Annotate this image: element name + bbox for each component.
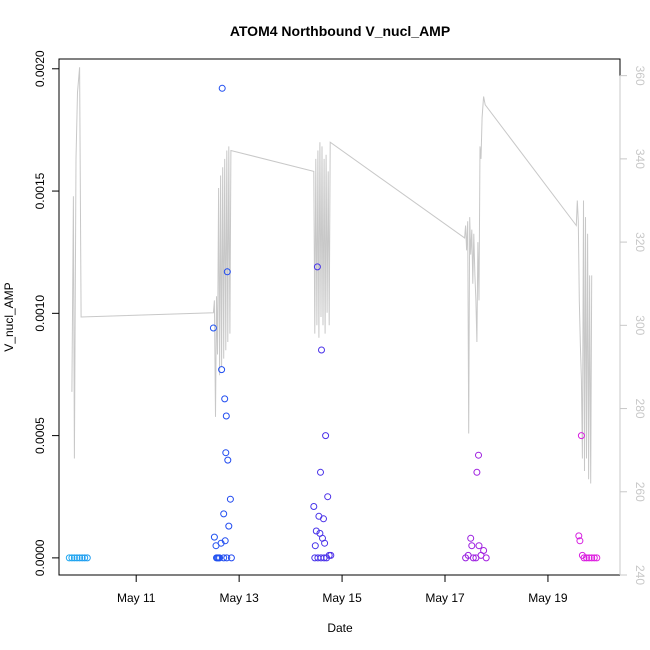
x-tick-label: May 13 bbox=[219, 591, 259, 605]
data-point bbox=[221, 537, 229, 545]
data-point bbox=[313, 263, 321, 271]
data-point bbox=[68, 554, 76, 562]
x-tick-label: May 19 bbox=[528, 591, 568, 605]
data-point bbox=[65, 554, 73, 562]
data-point bbox=[590, 554, 598, 562]
y2-axis: 240 260 280 300 320 340 360 bbox=[619, 66, 647, 585]
data-point bbox=[317, 468, 324, 476]
y2-tick-label: 340 bbox=[633, 149, 647, 169]
data-point bbox=[218, 84, 226, 92]
data-point bbox=[320, 515, 327, 523]
data-point bbox=[209, 324, 217, 332]
y-tick-label: 0.0000 bbox=[33, 539, 47, 576]
data-point bbox=[323, 554, 331, 562]
y-tick-label: 0.0015 bbox=[33, 172, 47, 209]
data-point bbox=[469, 554, 477, 562]
data-point bbox=[227, 554, 235, 562]
y2-tick-label: 260 bbox=[633, 482, 647, 502]
data-point bbox=[81, 554, 89, 562]
data-point bbox=[213, 554, 220, 562]
data-point bbox=[318, 346, 325, 354]
data-point bbox=[322, 432, 330, 440]
data-point bbox=[482, 554, 490, 562]
data-point bbox=[324, 493, 332, 501]
data-point bbox=[76, 554, 84, 562]
y2-tick-label: 300 bbox=[633, 315, 647, 335]
data-point bbox=[580, 554, 588, 562]
data-point bbox=[215, 554, 223, 562]
data-point bbox=[311, 542, 319, 550]
y2-tick-label: 240 bbox=[633, 565, 647, 585]
data-point bbox=[224, 456, 232, 464]
data-point bbox=[588, 554, 596, 562]
data-point bbox=[467, 534, 475, 542]
x-tick-label: May 15 bbox=[322, 591, 362, 605]
data-point bbox=[310, 503, 318, 510]
data-point bbox=[223, 268, 231, 276]
points-layer bbox=[65, 84, 601, 562]
plot-frame bbox=[58, 58, 621, 576]
data-point bbox=[73, 554, 81, 562]
data-point bbox=[210, 533, 218, 541]
data-point bbox=[220, 510, 228, 518]
y2-tick-label: 280 bbox=[633, 399, 647, 419]
data-point bbox=[225, 522, 233, 530]
data-point bbox=[475, 451, 482, 459]
data-point bbox=[475, 542, 483, 550]
data-point bbox=[321, 539, 329, 547]
data-point bbox=[221, 395, 229, 403]
y2-tick-label: 360 bbox=[633, 66, 647, 86]
data-point bbox=[468, 542, 476, 550]
data-point bbox=[312, 527, 320, 535]
data-point bbox=[78, 554, 86, 562]
data-point bbox=[575, 532, 583, 540]
data-point bbox=[320, 554, 328, 562]
x-tick-label: May 11 bbox=[117, 591, 156, 605]
data-point bbox=[226, 495, 234, 503]
secondary-line-layer bbox=[71, 67, 593, 484]
data-point bbox=[583, 554, 590, 562]
data-point bbox=[218, 366, 226, 374]
data-point bbox=[473, 468, 481, 476]
y-tick-label: 0.0010 bbox=[33, 295, 47, 332]
y2-tick-label: 320 bbox=[633, 232, 647, 252]
y-axis: 0.0000 0.0005 0.0010 0.0015 0.0020 bbox=[33, 50, 60, 576]
data-point bbox=[222, 449, 230, 457]
x-tick-label: May 17 bbox=[425, 591, 465, 605]
chart-title: ATOM4 Northbound V_nucl_AMP bbox=[230, 23, 450, 39]
data-point bbox=[585, 554, 593, 562]
data-point bbox=[223, 554, 231, 562]
data-point bbox=[593, 554, 601, 562]
data-point bbox=[222, 412, 230, 420]
y-axis-label: V_nucl_AMP bbox=[2, 282, 16, 351]
y-tick-label: 0.0020 bbox=[33, 50, 47, 87]
data-point bbox=[70, 554, 78, 562]
x-axis: May 11 May 13 May 15 May 17 May 19 bbox=[117, 574, 568, 605]
secondary-series-line bbox=[71, 67, 593, 484]
data-point bbox=[83, 554, 91, 562]
data-point bbox=[576, 537, 584, 545]
data-point bbox=[220, 554, 228, 562]
data-point bbox=[480, 547, 488, 554]
y-tick-label: 0.0005 bbox=[33, 417, 47, 454]
x-axis-label: Date bbox=[327, 621, 353, 635]
data-point bbox=[577, 432, 585, 440]
